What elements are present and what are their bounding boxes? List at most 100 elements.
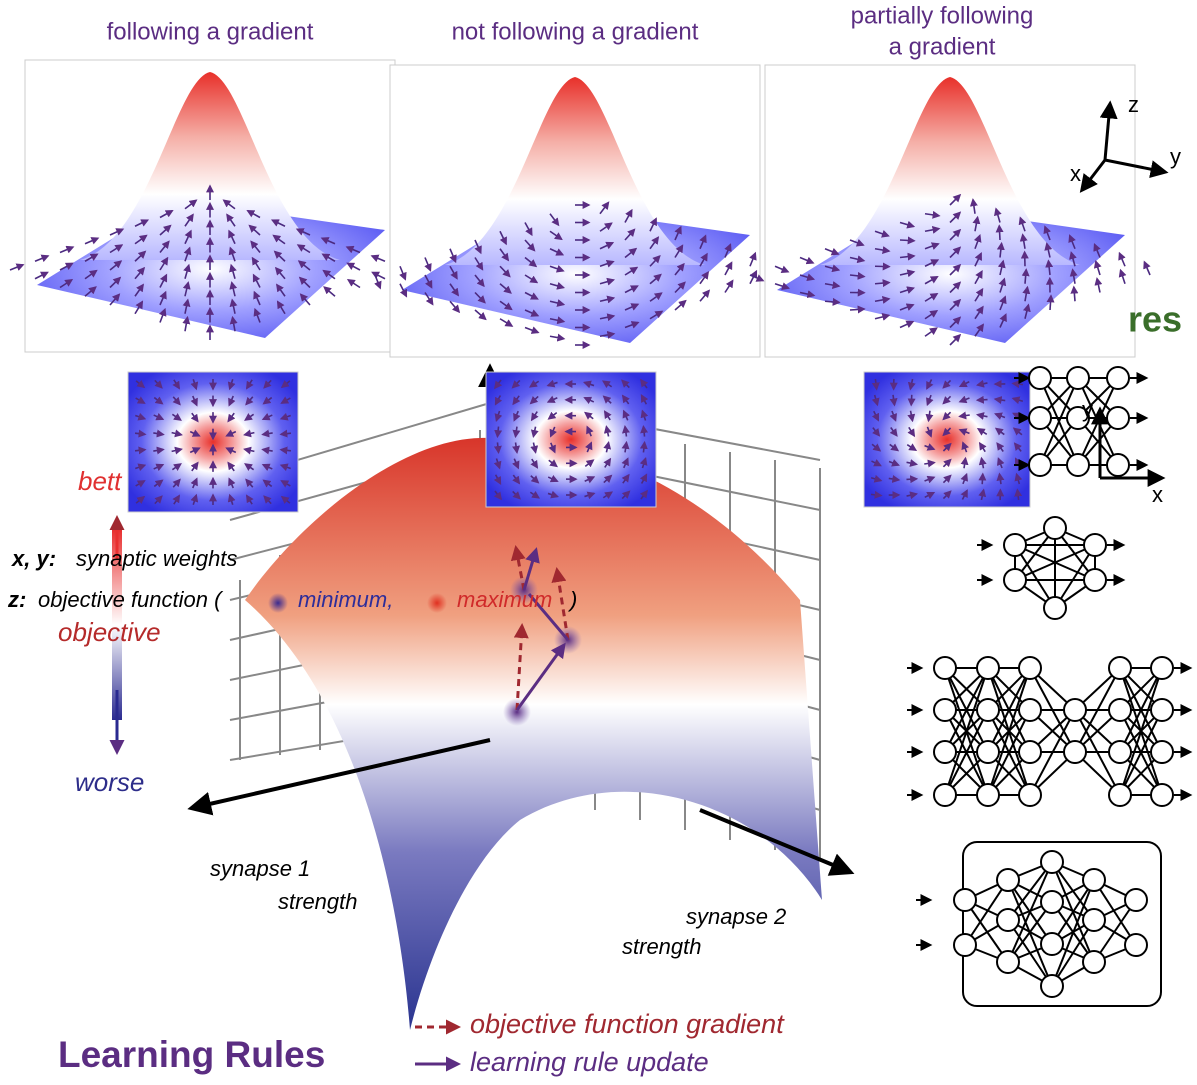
flow-arrow <box>774 282 790 290</box>
flow-arrow <box>253 290 261 306</box>
neuron <box>933 698 957 722</box>
flow-arrow <box>153 412 165 421</box>
flow-arrow <box>530 475 540 484</box>
flow-arrow <box>599 259 615 268</box>
neuron <box>953 933 977 957</box>
flow-arrow <box>584 459 595 468</box>
neuron <box>1018 656 1042 680</box>
neuron <box>996 950 1020 974</box>
flow-arrow <box>322 269 336 280</box>
flow-arrow <box>153 463 165 472</box>
flow-arrow <box>584 476 596 484</box>
axis-label: x <box>1070 161 1081 186</box>
flow-arrow <box>824 297 841 306</box>
flow-arrow <box>1118 251 1126 267</box>
axis-label: x <box>1152 482 1163 507</box>
neuron <box>1066 406 1090 430</box>
flow-arrow <box>888 474 901 483</box>
axis-label: z <box>1128 92 1139 117</box>
flow-arrow <box>924 327 938 337</box>
flow-arrow <box>59 262 74 271</box>
flow-arrow <box>949 246 962 259</box>
connection <box>1007 861 1053 921</box>
flow-arrow <box>424 292 434 306</box>
flow-arrow <box>640 394 649 405</box>
flow-arrow <box>639 473 648 484</box>
maximum-dot <box>427 593 447 613</box>
flow-arrow <box>622 409 630 421</box>
neuron <box>1124 888 1148 912</box>
flow-arrow <box>530 442 539 454</box>
flow-arrow <box>899 320 915 329</box>
flow-arrow <box>190 477 198 489</box>
flow-arrow <box>899 236 916 245</box>
flow-arrow <box>599 201 610 215</box>
flow-arrow <box>493 474 502 485</box>
flow-arrow <box>603 425 612 437</box>
flow-arrow <box>184 229 192 245</box>
flow-arrow <box>494 410 503 422</box>
neuron <box>1003 533 1027 557</box>
flow-arrow <box>976 428 988 436</box>
point <box>503 698 531 726</box>
connection <box>1014 544 1056 609</box>
flow-arrow <box>949 263 962 276</box>
flow-arrow <box>109 276 122 289</box>
flow-arrow <box>134 283 144 297</box>
flow-arrow <box>449 248 457 264</box>
flow-arrow <box>871 443 882 452</box>
flow-arrow <box>999 295 1007 311</box>
flow-arrow <box>229 298 238 314</box>
neuron <box>933 740 957 764</box>
flow-arrow <box>424 257 432 272</box>
flow-arrow <box>1011 396 1024 405</box>
flow-arrow <box>262 396 273 405</box>
flow-arrow <box>549 213 560 227</box>
flow-arrow <box>546 395 558 403</box>
flow-arrow <box>649 310 664 320</box>
flow-arrow <box>251 256 261 271</box>
flow-arrow <box>227 378 236 391</box>
neuron <box>1150 783 1174 807</box>
flow-arrow <box>153 446 165 455</box>
flow-arrow <box>924 310 939 320</box>
flow-arrow <box>172 379 181 390</box>
flow-arrow <box>872 427 881 437</box>
flow-arrow <box>1011 380 1024 389</box>
connection <box>1119 667 1163 796</box>
neuron <box>1028 453 1052 477</box>
flow-arrow <box>996 241 1005 258</box>
flow-arrow <box>871 410 879 422</box>
flow-arrow <box>603 410 612 421</box>
flow-arrow <box>925 426 933 438</box>
flow-arrow <box>599 295 616 304</box>
flow-arrow <box>942 474 952 484</box>
flow-arrow <box>449 265 458 280</box>
flow-arrow <box>724 261 733 276</box>
flow-arrow <box>345 245 361 254</box>
neuron <box>1063 698 1087 722</box>
flow-arrow <box>621 394 630 405</box>
flow-arrow <box>599 222 613 232</box>
flow-arrow <box>134 300 144 315</box>
flow-arrow <box>924 491 936 500</box>
flow-arrow <box>135 480 146 488</box>
flow-arrow <box>1068 234 1076 250</box>
flow-arrow <box>996 442 1005 452</box>
connection <box>1039 377 1079 466</box>
flow-arrow <box>134 446 147 455</box>
flow-arrow <box>1013 442 1022 452</box>
flow-arrow <box>109 244 124 254</box>
connection <box>987 667 1031 796</box>
neuron <box>976 698 1000 722</box>
scale-bottom: worse <box>75 767 144 797</box>
flow-arrow <box>974 323 985 337</box>
flow-arrow <box>974 270 983 285</box>
flow-arrow <box>524 239 536 252</box>
flow-arrow <box>621 490 631 500</box>
flow-arrow <box>493 458 502 470</box>
definition-text: objective function ( <box>38 587 224 612</box>
flow-arrow <box>674 244 684 258</box>
flow-arrow <box>346 278 361 289</box>
flow-arrow <box>699 289 711 302</box>
